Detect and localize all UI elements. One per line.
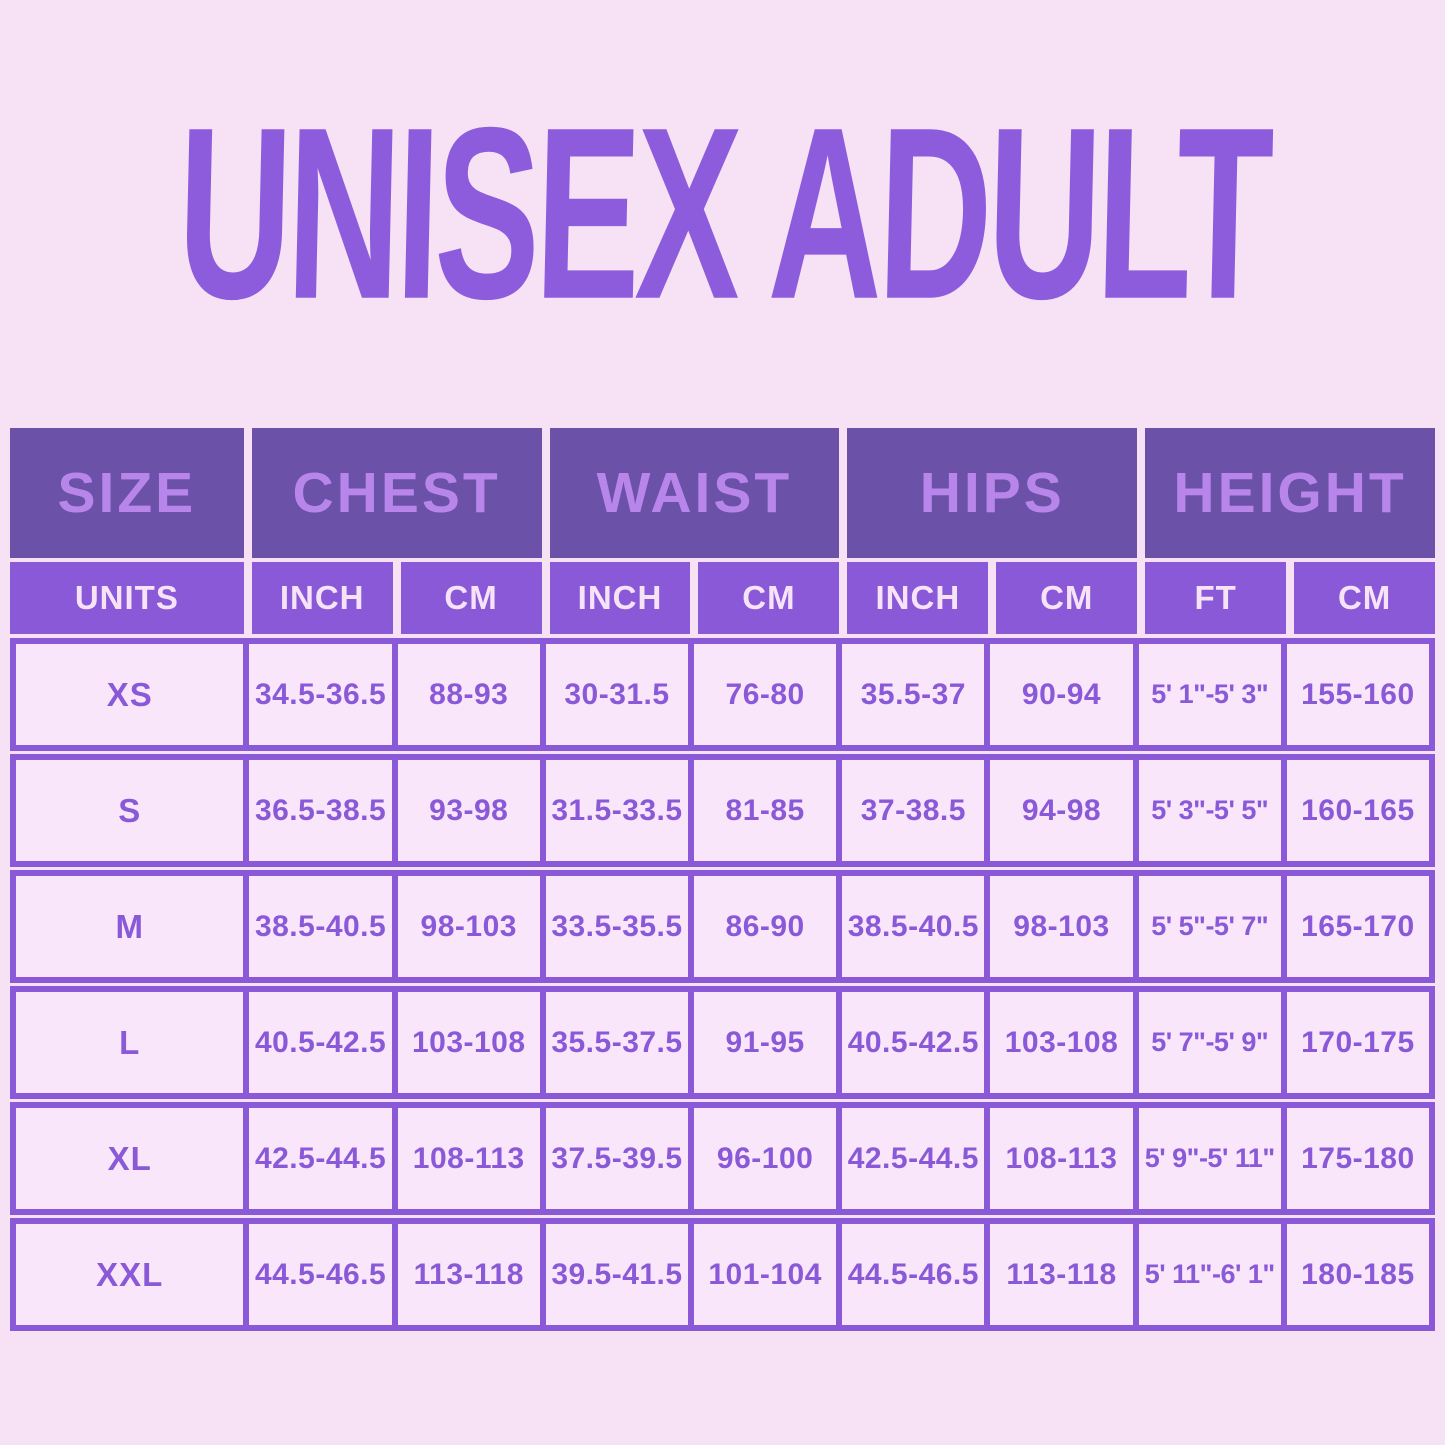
hips-inch: 42.5-44.5 — [842, 1108, 985, 1209]
column-header-waist: WAIST — [549, 428, 840, 558]
chest-inch: 38.5-40.5 — [249, 876, 392, 977]
waist-cm: 81-85 — [694, 760, 837, 861]
waist-inch: 35.5-37.5 — [545, 992, 689, 1093]
height-ft: 5' 11"-6' 1" — [1138, 1224, 1281, 1325]
waist-inch: 31.5-33.5 — [545, 760, 689, 861]
table-row-m: M 38.5-40.5 98-103 33.5-35.5 86-90 38.5-… — [10, 870, 1435, 983]
table-row-s: S 36.5-38.5 93-98 31.5-33.5 81-85 37-38.… — [10, 754, 1435, 867]
subheader-waist-cm: CM — [698, 562, 840, 634]
size-label: M — [16, 876, 244, 977]
height-cm: 160-165 — [1286, 760, 1429, 861]
size-label: XS — [16, 644, 244, 745]
waist-inch: 37.5-39.5 — [545, 1108, 689, 1209]
chest-inch: 42.5-44.5 — [249, 1108, 392, 1209]
size-chart-table: SIZE CHEST WAIST HIPS HEIGHT UNITS INCH … — [10, 428, 1436, 1331]
height-cm: 165-170 — [1286, 876, 1429, 977]
waist-cm: 91-95 — [694, 992, 837, 1093]
hips-inch: 44.5-46.5 — [842, 1224, 985, 1325]
column-header-chest: CHEST — [251, 428, 542, 558]
hips-inch: 40.5-42.5 — [842, 992, 985, 1093]
subheader-hips-cm: CM — [996, 562, 1138, 634]
subheader-units: UNITS — [10, 562, 244, 634]
chest-cm: 113-118 — [397, 1224, 540, 1325]
chest-inch: 36.5-38.5 — [249, 760, 392, 861]
column-header-hips: HIPS — [847, 428, 1138, 558]
height-ft: 5' 5"-5' 7" — [1138, 876, 1281, 977]
height-cm: 170-175 — [1286, 992, 1429, 1093]
hips-cm: 90-94 — [990, 644, 1133, 745]
height-ft: 5' 7"-5' 9" — [1138, 992, 1281, 1093]
hips-cm: 98-103 — [990, 876, 1133, 977]
waist-inch: 30-31.5 — [545, 644, 689, 745]
chest-cm: 88-93 — [397, 644, 540, 745]
hips-cm: 113-118 — [990, 1224, 1133, 1325]
height-ft: 5' 1"-5' 3" — [1138, 644, 1281, 745]
hips-inch: 37-38.5 — [842, 760, 985, 861]
waist-cm: 76-80 — [694, 644, 837, 745]
subheader-waist-inch: INCH — [549, 562, 691, 634]
waist-cm: 101-104 — [694, 1224, 837, 1325]
table-row-xl: XL 42.5-44.5 108-113 37.5-39.5 96-100 42… — [10, 1102, 1435, 1215]
height-cm: 180-185 — [1286, 1224, 1429, 1325]
waist-inch: 33.5-35.5 — [545, 876, 689, 977]
column-header-height: HEIGHT — [1145, 428, 1435, 558]
size-label: XXL — [16, 1224, 244, 1325]
units-header-row: UNITS INCH CM INCH CM INCH CM FT CM — [10, 562, 1436, 634]
waist-cm: 86-90 — [694, 876, 837, 977]
hips-cm: 108-113 — [990, 1108, 1133, 1209]
table-row-l: L 40.5-42.5 103-108 35.5-37.5 91-95 40.5… — [10, 986, 1435, 1099]
hips-cm: 103-108 — [990, 992, 1133, 1093]
height-cm: 175-180 — [1286, 1108, 1429, 1209]
hips-inch: 35.5-37 — [842, 644, 985, 745]
page-title: UNISEX ADULT — [174, 77, 1271, 351]
chest-inch: 40.5-42.5 — [249, 992, 392, 1093]
hips-inch: 38.5-40.5 — [842, 876, 985, 977]
chest-cm: 93-98 — [397, 760, 540, 861]
chest-cm: 103-108 — [397, 992, 540, 1093]
column-header-size: SIZE — [10, 428, 244, 558]
subheader-height-ft: FT — [1145, 562, 1287, 634]
table-row-xs: XS 34.5-36.5 88-93 30-31.5 76-80 35.5-37… — [10, 638, 1435, 751]
waist-inch: 39.5-41.5 — [545, 1224, 689, 1325]
chest-cm: 108-113 — [397, 1108, 540, 1209]
chest-inch: 44.5-46.5 — [249, 1224, 392, 1325]
table-row-xxl: XXL 44.5-46.5 113-118 39.5-41.5 101-104 … — [10, 1218, 1435, 1331]
size-label: L — [16, 992, 244, 1093]
subheader-hips-inch: INCH — [847, 562, 989, 634]
size-label: XL — [16, 1108, 244, 1209]
height-ft: 5' 9"-5' 11" — [1138, 1108, 1281, 1209]
size-label: S — [16, 760, 244, 861]
group-header-row: SIZE CHEST WAIST HIPS HEIGHT — [10, 428, 1435, 558]
subheader-chest-inch: INCH — [251, 562, 393, 634]
subheader-chest-cm: CM — [400, 562, 542, 634]
height-ft: 5' 3"-5' 5" — [1138, 760, 1281, 861]
title-area: UNISEX ADULT — [0, 0, 1445, 428]
height-cm: 155-160 — [1286, 644, 1429, 745]
chest-inch: 34.5-36.5 — [249, 644, 392, 745]
chest-cm: 98-103 — [397, 876, 540, 977]
waist-cm: 96-100 — [694, 1108, 837, 1209]
hips-cm: 94-98 — [990, 760, 1133, 861]
subheader-height-cm: CM — [1294, 562, 1436, 634]
